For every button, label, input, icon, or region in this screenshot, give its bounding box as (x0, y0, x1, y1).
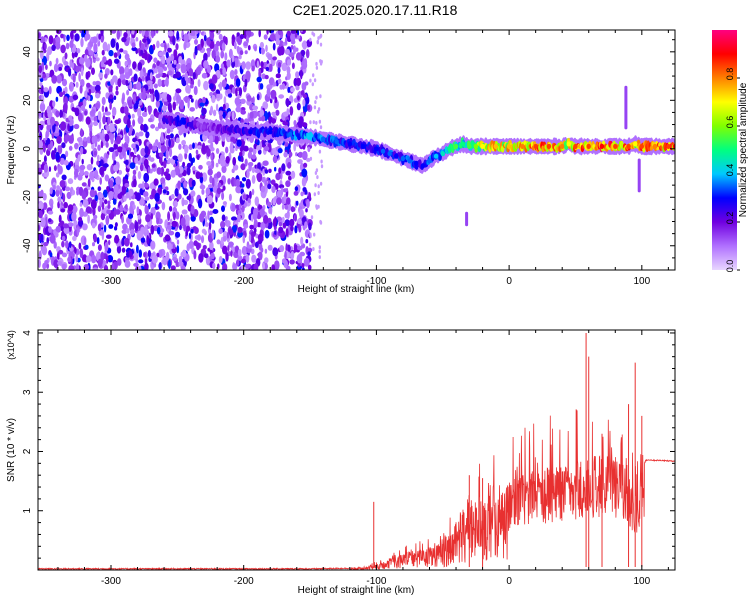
ridge-point (672, 143, 675, 149)
x-tick-label: 0 (506, 576, 512, 587)
y-tick-label: 40 (22, 46, 33, 58)
ridge-point (228, 126, 233, 132)
ridge-point (433, 153, 439, 159)
spectrogram-frame (37, 29, 676, 271)
ridge-point (613, 143, 618, 149)
x-tick-label: -200 (234, 576, 254, 587)
colorbar-tick-label: 0.8 (725, 68, 735, 81)
ridge-point (566, 141, 571, 147)
ridge-point (560, 143, 565, 149)
ridge-point (347, 141, 353, 147)
colorbar-gradient (712, 30, 737, 270)
spectrogram-y-ticks: -40 -20 0 20 40 (22, 39, 675, 271)
colorbar-tick-label: 0.4 (725, 164, 735, 177)
y-tick-label: 0 (22, 146, 33, 152)
x-tick-label: 0 (506, 276, 512, 287)
ridge-point (573, 143, 578, 149)
spectrogram-x-axis-label: Height of straight line (km) (298, 284, 415, 295)
ridge-point (467, 143, 472, 149)
ridge-point (188, 121, 193, 128)
ridge-point (639, 143, 644, 149)
x-tick-label: -200 (234, 276, 254, 287)
ridge-point (506, 143, 512, 149)
ridge-point (268, 129, 273, 135)
snr-scale-label: (x10^4) (6, 330, 16, 360)
x-tick-label: -100 (366, 276, 386, 287)
ridge-point (407, 158, 412, 164)
y-tick-label: 20 (22, 94, 33, 106)
ridge-point (586, 143, 591, 149)
snr-frame (37, 329, 676, 571)
colorbar-tick-label: 0.2 (725, 212, 735, 225)
spectrogram-y-axis-label: Frequency (Hz) (6, 116, 17, 185)
x-tick-label: -100 (366, 576, 386, 587)
snr-plot-area (38, 330, 675, 570)
colorbar: 0.0 0.2 0.4 0.6 0.8 Normalized spectral ampl… (712, 30, 749, 272)
ridge-point (380, 148, 386, 154)
colorbar-tick-label: 0.0 (725, 260, 735, 273)
ridge-point (387, 151, 392, 157)
ridge-point (626, 143, 631, 149)
ridge-point (440, 151, 445, 157)
y-tick-label: -20 (22, 190, 33, 205)
spectrogram-noise-layer (38, 30, 324, 270)
ridge-point (307, 134, 313, 140)
ridge-point (201, 124, 207, 130)
ridge-point (633, 141, 638, 147)
spectral-spur (465, 211, 469, 227)
ridge-point (666, 143, 671, 149)
ridge-point (447, 146, 452, 152)
ridge-point (287, 131, 293, 137)
snr-y-axis-label: SNR (10 * v/v) (6, 418, 17, 482)
colorbar-label: Normalized spectral amplitude (738, 82, 749, 217)
y-tick-label: 1 (22, 508, 33, 514)
ridge-point (533, 143, 538, 149)
colorbar-tick-label: 0.6 (725, 116, 735, 129)
ridge-point (321, 136, 326, 142)
ridge-point (400, 155, 406, 162)
x-tick-label: 100 (633, 276, 650, 287)
ridge-point (181, 119, 187, 125)
ridge-point (473, 143, 479, 149)
spectrogram-spur-layer (465, 85, 641, 227)
y-tick-label: -40 (22, 238, 33, 253)
ridge-point (334, 138, 339, 145)
ridge-point (161, 117, 167, 123)
colorbar-ticks: 0.0 0.2 0.4 0.6 0.8 (725, 68, 740, 273)
ridge-point (599, 143, 605, 149)
spectrogram-x-ticks: -300 -200 -100 0 100 (57, 30, 669, 287)
snr-x-axis-label: Height of straight line (km) (298, 585, 415, 596)
ridge-point (453, 143, 459, 149)
snr-panel: -300 -200 -100 0 100 1 2 3 4 Height of straight… (6, 329, 676, 596)
ridge-point (427, 158, 432, 164)
spectrogram-ridge-layer (161, 111, 675, 174)
ridge-point (414, 160, 419, 166)
x-tick-label: -300 (101, 276, 121, 287)
chart-title: C2E1.2025.020.17.11.R18 (293, 2, 458, 18)
spectral-spur (624, 85, 628, 130)
y-tick-label: 2 (22, 448, 33, 454)
spectral-spur (637, 158, 641, 193)
snr-y-ticks: 1 2 3 4 (22, 330, 675, 559)
ridge-point (546, 143, 552, 149)
ridge-point (360, 143, 366, 149)
ridge-point (460, 141, 465, 147)
ridge-point (520, 143, 525, 149)
ridge-point (248, 129, 253, 135)
ridge-point (374, 146, 379, 152)
x-tick-label: -300 (101, 576, 121, 587)
y-tick-label: 3 (22, 389, 33, 395)
ridge-point (480, 143, 485, 149)
ridge-point (394, 153, 399, 159)
snr-x-ticks: -300 -200 -100 0 100 (57, 330, 669, 587)
ridge-point (652, 143, 658, 149)
y-tick-label: 4 (22, 330, 33, 336)
ridge-point (493, 143, 498, 149)
ridge-point (420, 163, 426, 169)
x-tick-label: 100 (633, 576, 650, 587)
